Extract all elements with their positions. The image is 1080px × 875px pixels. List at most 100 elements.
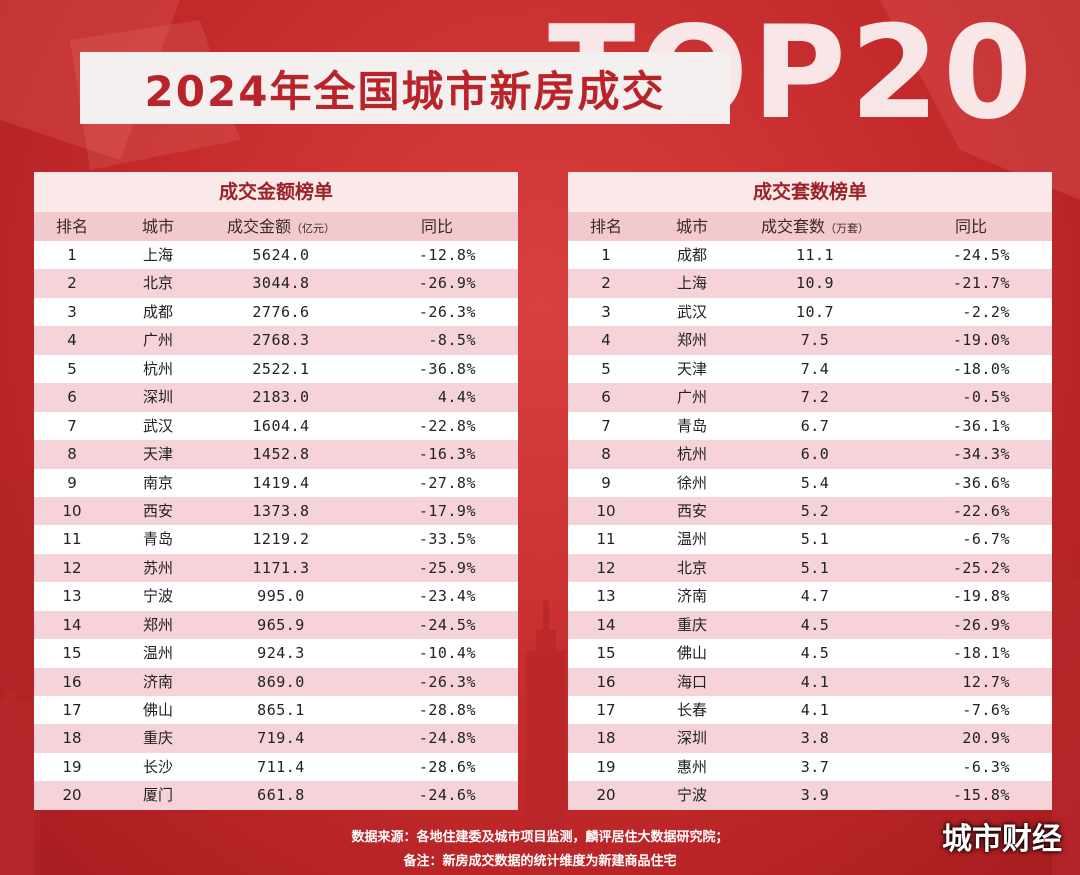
city-cell: 杭州 — [142, 359, 173, 378]
value-cell: 3.8 — [800, 729, 830, 748]
city-cell: 深圳 — [142, 388, 173, 407]
rank-cell: 2 — [601, 274, 611, 293]
table-row: 20 宁波 3.9 -15.8% — [568, 781, 1052, 810]
yoy-cell: -36.8% — [418, 359, 476, 378]
city-cell: 郑州 — [142, 615, 173, 634]
city-cell: 广州 — [142, 331, 173, 350]
yoy-cell: -6.3% — [962, 757, 1010, 776]
city-cell: 成都 — [676, 246, 707, 264]
yoy-cell: -26.9% — [418, 274, 476, 293]
city-cell: 佛山 — [676, 644, 707, 663]
city-cell: 济南 — [142, 672, 173, 691]
value-cell: 4.1 — [800, 672, 830, 691]
table-row: 4 广州 2768.3 -8.5% — [34, 326, 518, 355]
rank-cell: 3 — [601, 302, 611, 321]
table-row: 17 长春 4.1 -7.6% — [568, 696, 1052, 725]
table-row: 10 西安 5.2 -22.6% — [568, 496, 1052, 526]
data-source-note: 数据来源：各地住建委及城市项目监测，麟评居住大数据研究院； — [351, 830, 729, 845]
city-cell: 徐州 — [676, 473, 707, 492]
units-ranking-panel: 成交套数榜单 排名 城市 成交套数（万套） 同比 1 成都 11.1 -24.5% 2 上… — [568, 172, 1052, 810]
value-cell: 719.4 — [257, 729, 305, 748]
yoy-cell: -25.2% — [952, 558, 1010, 577]
table-row: 19 惠州 3.7 -6.3% — [568, 752, 1052, 782]
table-row: 6 深圳 2183.0 4.4% — [34, 383, 518, 412]
value-cell: 6.0 — [800, 445, 830, 464]
value-cell: 10.7 — [795, 302, 835, 321]
table-row: 14 郑州 965.9 -24.5% — [34, 610, 518, 640]
yoy-cell: -36.6% — [952, 473, 1010, 492]
yoy-cell: 12.7% — [962, 672, 1010, 691]
table-row: 2 北京 3044.8 -26.9% — [34, 269, 518, 298]
rank-cell: 6 — [67, 388, 77, 407]
table-row: 11 青岛 1219.2 -33.5% — [34, 525, 518, 554]
value-cell: 1373.8 — [252, 501, 310, 520]
rank-cell: 13 — [62, 587, 82, 606]
city-cell: 杭州 — [676, 445, 707, 464]
table-row: 2 上海 10.9 -21.7% — [568, 269, 1052, 298]
city-cell: 成都 — [142, 302, 173, 321]
rank-cell: 5 — [67, 359, 77, 378]
yoy-cell: -33.5% — [418, 530, 476, 549]
yoy-cell: 4.4% — [437, 388, 476, 407]
table-row: 5 天津 7.4 -18.0% — [568, 354, 1052, 384]
yoy-cell: -17.9% — [418, 501, 476, 520]
table-row: 15 佛山 4.5 -18.1% — [568, 639, 1052, 668]
rank-cell: 16 — [62, 672, 82, 691]
value-cell: 3.9 — [800, 786, 830, 805]
rank-cell: 11 — [596, 530, 616, 549]
rank-cell: 3 — [67, 302, 77, 321]
table-row: 1 成都 11.1 -24.5% — [568, 241, 1052, 270]
yoy-cell: -26.9% — [952, 615, 1010, 634]
city-cell: 宁波 — [142, 587, 173, 606]
rank-cell: 4 — [601, 331, 611, 350]
table-row: 7 武汉 1604.4 -22.8% — [34, 411, 518, 441]
table-row: 10 西安 1373.8 -17.9% — [34, 496, 518, 526]
city-cell: 温州 — [142, 644, 173, 663]
yoy-cell: -0.5% — [962, 388, 1010, 407]
value-cell: 7.2 — [800, 388, 830, 407]
yoy-cell: -36.1% — [952, 416, 1010, 435]
yoy-cell: -22.8% — [418, 416, 476, 435]
header-amount-label: 成交金额 — [226, 217, 291, 236]
table-row: 11 温州 5.1 -6.7% — [568, 525, 1052, 554]
rank-cell: 19 — [596, 757, 616, 776]
yoy-cell: -2.2% — [962, 302, 1010, 321]
yoy-cell: -24.5% — [418, 615, 476, 634]
title-banner: 2024年全国城市新房成交 — [80, 52, 730, 124]
yoy-cell: -12.8% — [418, 246, 476, 264]
table-row: 18 深圳 3.8 20.9% — [568, 724, 1052, 753]
city-cell: 上海 — [676, 274, 707, 293]
table-row: 3 成都 2776.6 -26.3% — [34, 297, 518, 327]
rank-cell: 1 — [601, 246, 611, 264]
amount-table-body: 1 上海 5624.0 -12.8% 2 北京 3044.8 -26.9% 3 成都 2776.6 -… — [34, 241, 518, 810]
table-row: 5 杭州 2522.1 -36.8% — [34, 354, 518, 384]
yoy-cell: -19.8% — [952, 587, 1010, 606]
city-cell: 西安 — [676, 501, 707, 520]
rank-cell: 11 — [62, 530, 82, 549]
table-row: 17 佛山 865.1 -28.8% — [34, 696, 518, 725]
value-cell: 1219.2 — [252, 530, 310, 549]
yoy-cell: -25.9% — [418, 558, 476, 577]
city-cell: 广州 — [676, 388, 707, 407]
rank-cell: 2 — [67, 274, 77, 293]
page-title: 2024年全国城市新房成交 — [144, 66, 666, 116]
value-cell: 869.0 — [257, 672, 305, 691]
city-cell: 长春 — [676, 701, 707, 719]
header-units: 成交套数（万套） — [740, 212, 890, 241]
city-cell: 宁波 — [676, 786, 707, 805]
rank-cell: 8 — [601, 445, 611, 464]
rank-cell: 9 — [67, 473, 77, 492]
table-row: 4 郑州 7.5 -19.0% — [568, 326, 1052, 355]
units-table-body: 1 成都 11.1 -24.5% 2 上海 10.9 -21.7% 3 武汉 10.7 -2.2% 4 郑… — [568, 241, 1052, 810]
value-cell: 5.4 — [800, 473, 830, 492]
yoy-cell: -21.7% — [952, 274, 1010, 293]
value-cell: 2183.0 — [252, 388, 310, 407]
value-cell: 1419.4 — [252, 473, 310, 492]
table-row: 9 南京 1419.4 -27.8% — [34, 468, 518, 497]
city-cell: 济南 — [676, 587, 707, 606]
rank-cell: 18 — [62, 729, 82, 748]
header-rank: 排名 — [55, 217, 88, 236]
yoy-cell: -24.8% — [418, 729, 476, 748]
value-cell: 5.1 — [800, 530, 830, 549]
table-row: 1 上海 5624.0 -12.8% — [34, 241, 518, 270]
